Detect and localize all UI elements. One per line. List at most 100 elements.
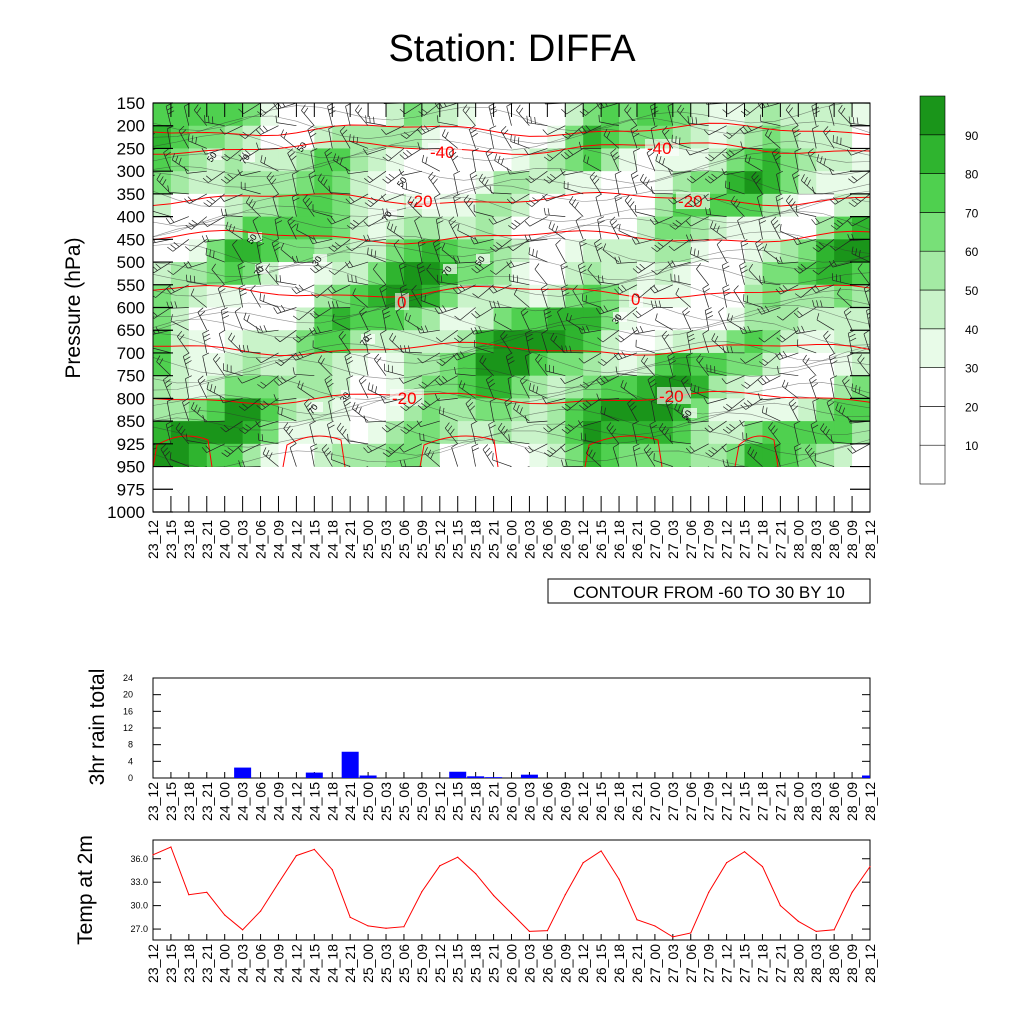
- humidity-cell: [690, 421, 710, 445]
- wind-barb: [687, 116, 709, 127]
- wind-barb: [352, 288, 369, 308]
- contour-label-bg: [309, 402, 323, 412]
- temp-point: [492, 894, 495, 897]
- wind-barb: [201, 443, 225, 453]
- time-tick-label: 26_00: [504, 520, 520, 559]
- wind-barb: [655, 313, 673, 331]
- time-tick-label: 23_15: [163, 520, 179, 559]
- rain-time-label: 24_12: [288, 782, 304, 821]
- wind-barb: [202, 170, 225, 183]
- humidity-cell: [708, 171, 728, 195]
- wind-barb: [257, 433, 279, 445]
- wind-barb: [710, 220, 727, 240]
- wind-barb: [238, 344, 261, 354]
- wind-barb: [555, 239, 566, 263]
- pressure-tick-label: 750: [117, 367, 145, 386]
- wind-barb: [324, 375, 334, 399]
- humidity-cell: [816, 239, 835, 263]
- wind-barb: [722, 148, 745, 160]
- wind-barb: [414, 216, 423, 240]
- wind-barb: [474, 103, 476, 104]
- humidity-cell: [332, 103, 351, 127]
- colorbar-label: 50: [965, 284, 979, 298]
- wind-barb: [777, 366, 799, 377]
- humidity-cell: [457, 284, 477, 309]
- humidity-cell: [242, 307, 262, 331]
- humidity-cell: [547, 421, 566, 445]
- wind-barb: [828, 352, 838, 376]
- chart-title: Station: DIFFA: [388, 28, 636, 70]
- wind-barb: [578, 141, 602, 149]
- temp-point: [726, 862, 728, 864]
- temp-time-label: 27_06: [683, 944, 699, 983]
- isotherm-label: -20: [659, 387, 684, 406]
- wind-barb: [597, 352, 620, 366]
- rain-time-label: 27_03: [665, 782, 681, 821]
- time-tick-label: 24_03: [235, 520, 251, 559]
- wind-barb: [757, 305, 781, 315]
- wind-barb: [543, 207, 566, 217]
- humidity-contour-label: 30: [310, 254, 324, 268]
- humidity-cell: [798, 307, 817, 331]
- wind-barb: [842, 375, 853, 399]
- temp-time-label: 24_15: [306, 944, 322, 983]
- wind-barb: [193, 104, 208, 126]
- wind-barb: [275, 115, 297, 127]
- time-tick-label: 26_12: [575, 520, 591, 559]
- humidity-cell: [834, 262, 853, 286]
- humidity-cell: [511, 193, 531, 218]
- temp-point: [457, 856, 459, 858]
- humidity-cell: [619, 398, 638, 422]
- wind-barb: [829, 239, 853, 251]
- wind-barb: [489, 186, 512, 195]
- wind-barb: [400, 125, 423, 139]
- rain-time-label: 26_00: [504, 782, 520, 821]
- wind-barb: [705, 207, 727, 217]
- humidity-cell: [529, 398, 548, 422]
- wind-barb: [381, 420, 405, 433]
- wind-barb: [482, 444, 494, 467]
- humidity-contour: [153, 145, 870, 173]
- isotherm-line: [153, 229, 870, 245]
- wind-barb: [426, 263, 441, 286]
- wind-barb: [355, 104, 369, 126]
- time-tick-label: 26_18: [611, 520, 627, 559]
- time-tick-label: 24_09: [270, 520, 286, 559]
- wind-barb: [438, 406, 458, 422]
- colorbar-swatch: [919, 134, 946, 174]
- humidity-cell: [672, 216, 692, 240]
- humidity-contour: [153, 426, 870, 456]
- temp-time-label: 28_03: [808, 944, 824, 983]
- time-tick-label: 27_18: [754, 520, 770, 559]
- wind-barb: [328, 398, 336, 422]
- humidity-cell: [690, 171, 710, 195]
- colorbar-label: 10: [965, 439, 979, 453]
- humidity-cell: [350, 421, 369, 445]
- rain-time-label: 23_15: [163, 782, 179, 821]
- temp-point: [439, 865, 441, 867]
- humidity-cell: [493, 307, 513, 331]
- rain-time-label: 26_18: [611, 782, 627, 821]
- humidity-cell: [368, 307, 387, 331]
- temp-time-label: 26_06: [539, 944, 555, 983]
- rain-time-label: 27_12: [719, 782, 735, 821]
- wind-barb: [183, 465, 207, 467]
- wind-barb: [847, 443, 870, 454]
- rain-time-label: 26_09: [557, 782, 573, 821]
- wind-barb: [524, 352, 532, 376]
- humidity-cell: [403, 148, 423, 172]
- wind-barb: [165, 216, 189, 225]
- humidity-cell: [565, 284, 584, 309]
- wind-barb: [832, 466, 853, 467]
- wind-barb: [563, 466, 566, 467]
- humidity-cell: [475, 284, 495, 309]
- wind-barb: [812, 261, 835, 275]
- time-tick-label: 27_12: [719, 520, 735, 559]
- temp-point: [170, 846, 172, 848]
- wind-barb: [178, 125, 190, 149]
- wind-barb: [237, 443, 261, 453]
- wind-barb: [171, 153, 189, 172]
- wind-barb: [384, 363, 404, 377]
- wind-barb: [346, 216, 369, 230]
- wind-barb: [597, 216, 605, 240]
